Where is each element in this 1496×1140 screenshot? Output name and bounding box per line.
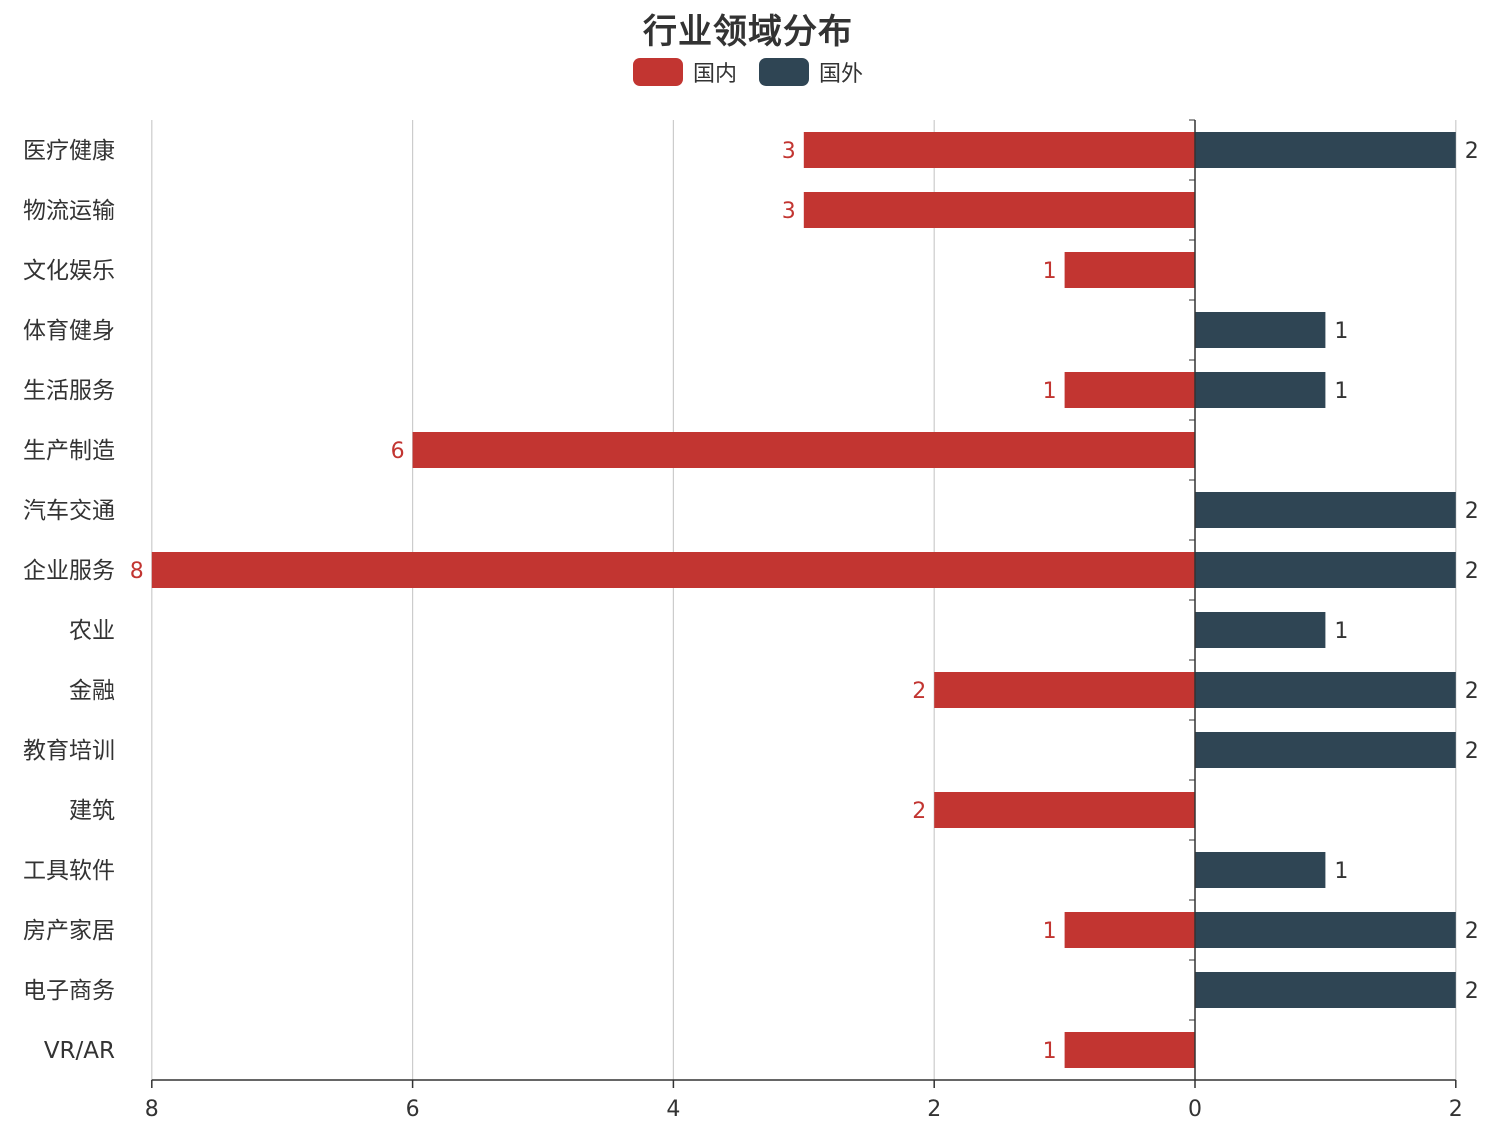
category-label: 汽车交通 — [23, 498, 115, 524]
x-tick-label: 0 — [1188, 1097, 1202, 1122]
x-tick-label: 6 — [406, 1097, 420, 1122]
bar-domestic — [1064, 1032, 1195, 1068]
data-label-foreign: 1 — [1334, 319, 1348, 344]
data-label-foreign: 2 — [1465, 679, 1479, 704]
category-label: VR/AR — [44, 1038, 115, 1064]
bar-domestic — [412, 432, 1196, 468]
bar-domestic — [803, 192, 1195, 228]
category-label: 电子商务 — [23, 978, 115, 1004]
data-label-domestic: 1 — [1043, 259, 1057, 284]
bars — [151, 132, 1456, 1068]
bar-foreign — [1195, 972, 1456, 1008]
legend-label-domestic: 国内 — [692, 62, 737, 87]
category-label: 企业服务 — [23, 558, 115, 584]
legend-swatch-foreign — [759, 58, 809, 86]
legend-swatch-domestic — [632, 58, 683, 86]
labels: 3 2 医疗健康 3 物流运输 1 文化娱乐 1 体育健身 1 1 生活服务 6 生产制造 2 汽车交通 8 2 企… — [23, 138, 1479, 1122]
bar-foreign — [1195, 372, 1326, 408]
data-label-foreign: 2 — [1465, 559, 1479, 584]
grid-lines — [151, 120, 1457, 1080]
bar-domestic — [803, 132, 1195, 168]
bar-foreign — [1195, 912, 1456, 948]
legend: 国内 国外 — [0, 56, 1496, 88]
data-label-foreign: 2 — [1465, 919, 1479, 944]
x-tick-label: 2 — [927, 1097, 941, 1122]
data-label-foreign: 2 — [1465, 979, 1479, 1004]
data-label-foreign: 2 — [1465, 139, 1479, 164]
data-label-domestic: 2 — [912, 679, 926, 704]
category-label: 建筑 — [69, 798, 115, 824]
category-label: 生活服务 — [23, 378, 115, 404]
category-label: 生产制造 — [23, 438, 115, 464]
legend-item-domestic[interactable]: 国内 — [632, 56, 737, 88]
legend-label-foreign: 国外 — [819, 62, 864, 87]
data-label-foreign: 1 — [1334, 619, 1348, 644]
category-label: 金融 — [69, 678, 115, 704]
category-label: 教育培训 — [23, 738, 115, 764]
x-tick-label: 4 — [666, 1097, 680, 1122]
bar-domestic — [934, 792, 1195, 828]
bar-foreign — [1195, 312, 1326, 348]
data-label-domestic: 1 — [1043, 919, 1057, 944]
bar-foreign — [1195, 612, 1326, 648]
chart-title: 行业领域分布 — [643, 12, 853, 52]
data-label-domestic: 3 — [782, 199, 796, 224]
bar-foreign — [1195, 132, 1456, 168]
data-label-domestic: 1 — [1043, 379, 1057, 404]
data-label-domestic: 6 — [391, 439, 405, 464]
bar-foreign — [1195, 492, 1456, 528]
bar-domestic — [1064, 912, 1195, 948]
axes — [151, 119, 1457, 1088]
data-label-domestic: 3 — [782, 139, 796, 164]
bar-domestic — [1064, 252, 1195, 288]
bar-foreign — [1195, 852, 1326, 888]
data-label-foreign: 1 — [1334, 859, 1348, 884]
legend-item-foreign[interactable]: 国外 — [759, 56, 863, 88]
bar-foreign — [1195, 732, 1456, 768]
data-label-domestic: 1 — [1043, 1039, 1057, 1064]
category-label: 房产家居 — [23, 918, 115, 944]
bar-foreign — [1195, 672, 1456, 708]
bar-domestic — [1064, 372, 1195, 408]
category-label: 文化娱乐 — [23, 258, 115, 284]
bar-domestic — [934, 672, 1195, 708]
data-label-domestic: 8 — [130, 559, 144, 584]
category-label: 工具软件 — [23, 858, 115, 884]
category-label: 医疗健康 — [23, 138, 115, 164]
x-tick-label: 8 — [145, 1097, 159, 1122]
category-label: 物流运输 — [23, 198, 115, 224]
bar-foreign — [1195, 552, 1456, 588]
data-label-foreign: 2 — [1465, 499, 1479, 524]
data-label-foreign: 1 — [1334, 379, 1348, 404]
x-tick-label: 2 — [1449, 1097, 1463, 1122]
category-label: 体育健身 — [23, 318, 115, 344]
category-label: 农业 — [69, 618, 115, 644]
data-label-domestic: 2 — [912, 799, 926, 824]
data-label-foreign: 2 — [1465, 739, 1479, 764]
bar-domestic — [151, 552, 1195, 588]
